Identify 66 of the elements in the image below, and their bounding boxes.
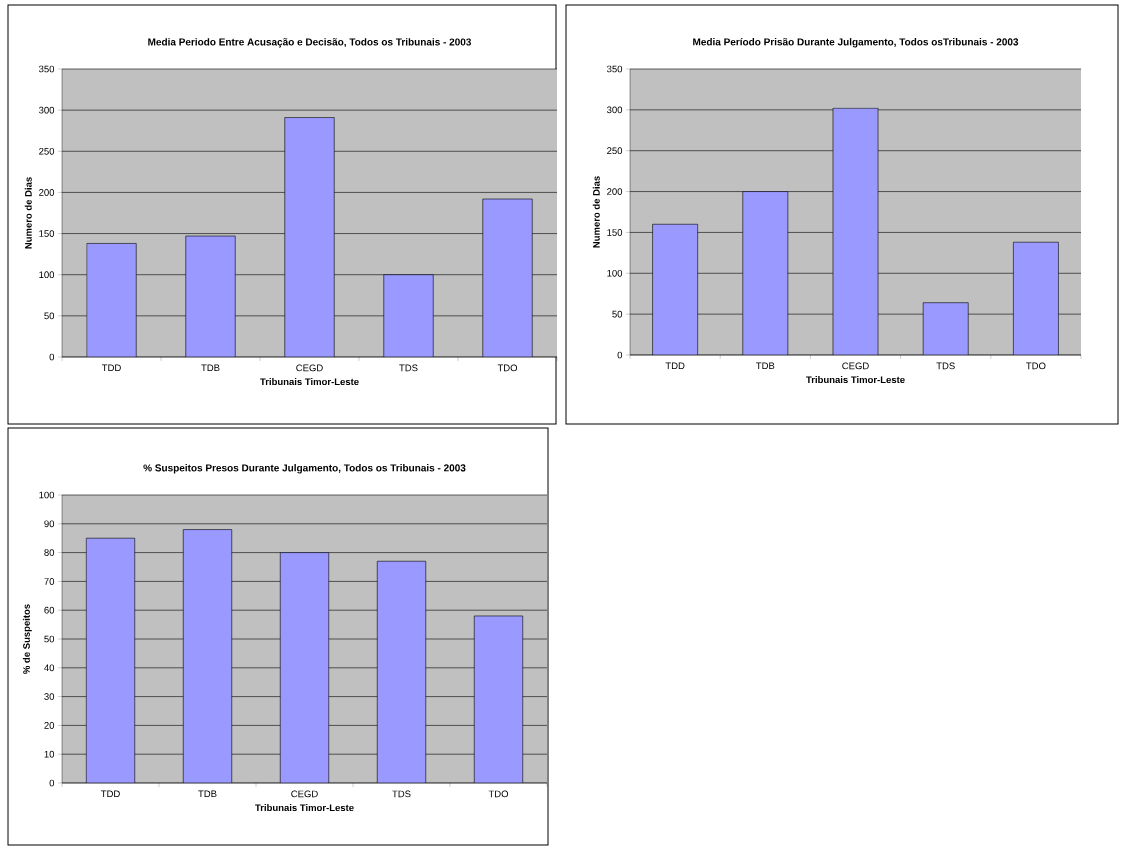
y-tick-label: 0	[49, 353, 55, 361]
x-tick-label: TDB	[201, 364, 220, 372]
y-tick-label: 350	[606, 65, 623, 73]
bar	[85, 537, 136, 783]
bar	[1013, 241, 1059, 355]
y-tick-label: 60	[44, 606, 55, 614]
bar	[86, 243, 137, 357]
y-tick-label: 150	[39, 230, 55, 237]
x-tick-label: TDB	[756, 362, 775, 370]
y-tick-label: 20	[44, 722, 55, 729]
chart-title: % Suspeitos Presos Durante Julgamento, Todos os Tribunais - 2003	[143, 464, 466, 474]
bar	[832, 107, 879, 355]
x-tick-label: TDO	[497, 364, 518, 372]
y-tick-label: 30	[44, 693, 55, 700]
x-axis-title: Tribunais Timor-Leste	[255, 804, 354, 812]
y-axis-title: % de Suspeitos	[22, 604, 32, 674]
bar	[742, 191, 789, 355]
bar	[279, 552, 330, 783]
x-tick-label: TDO	[1026, 362, 1046, 370]
y-tick-label: 100	[39, 491, 55, 499]
y-tick-label: 300	[38, 106, 55, 114]
x-tick-label: TDD	[665, 362, 685, 370]
y-tick-label: 100	[607, 269, 623, 277]
x-tick-label: TDB	[198, 790, 217, 798]
y-tick-label: 0	[617, 351, 623, 359]
x-tick-label: TDS	[392, 790, 411, 798]
y-tick-label: 250	[39, 147, 55, 155]
y-tick-label: 10	[44, 750, 55, 758]
bar	[482, 198, 533, 357]
x-tick-label: TDS	[399, 364, 418, 372]
bar	[922, 302, 969, 355]
bar	[473, 615, 524, 783]
y-tick-label: 150	[607, 229, 623, 236]
y-tick-label: 40	[44, 664, 55, 672]
y-tick-label: 0	[49, 779, 55, 787]
y-tick-label: 100	[39, 271, 55, 279]
y-tick-label: 50	[44, 635, 55, 643]
x-tick-label: CEGD	[296, 364, 323, 372]
y-axis-title: Numero de Dias	[24, 177, 32, 249]
y-tick-label: 50	[44, 312, 55, 320]
bar	[182, 529, 233, 783]
bar	[185, 235, 236, 357]
x-tick-label: TDD	[100, 790, 120, 798]
x-tick-label: TDS	[936, 362, 955, 370]
y-tick-label: 200	[607, 188, 623, 195]
bar	[284, 117, 335, 357]
y-tick-label: 200	[39, 189, 55, 196]
chart-title: Media Periodo Entre Acusação e Decisão, Todos os Tribunais - 2003	[148, 38, 472, 48]
bar	[652, 223, 698, 355]
y-tick-label: 80	[44, 549, 55, 556]
y-tick-label: 300	[606, 106, 623, 114]
y-tick-label: 50	[612, 310, 623, 318]
x-tick-label: CEGD	[842, 362, 869, 370]
chart-title: Media Período Prisão Durante Julgamento, Todos osTribunais - 2003	[693, 38, 1019, 48]
x-axis-title: Tribunais Timor-Leste	[260, 378, 359, 386]
y-tick-label: 70	[44, 578, 55, 585]
y-axis-title: Numero de Dias	[592, 176, 600, 248]
bar	[383, 274, 434, 357]
x-tick-label: TDD	[101, 364, 121, 372]
x-axis-title: Tribunais Timor-Leste	[806, 376, 905, 384]
x-tick-label: CEGD	[291, 790, 318, 798]
x-tick-label: TDO	[488, 790, 509, 798]
bar	[376, 560, 427, 783]
y-tick-label: 90	[44, 520, 55, 528]
y-tick-label: 350	[38, 65, 55, 73]
y-tick-label: 250	[607, 147, 623, 155]
